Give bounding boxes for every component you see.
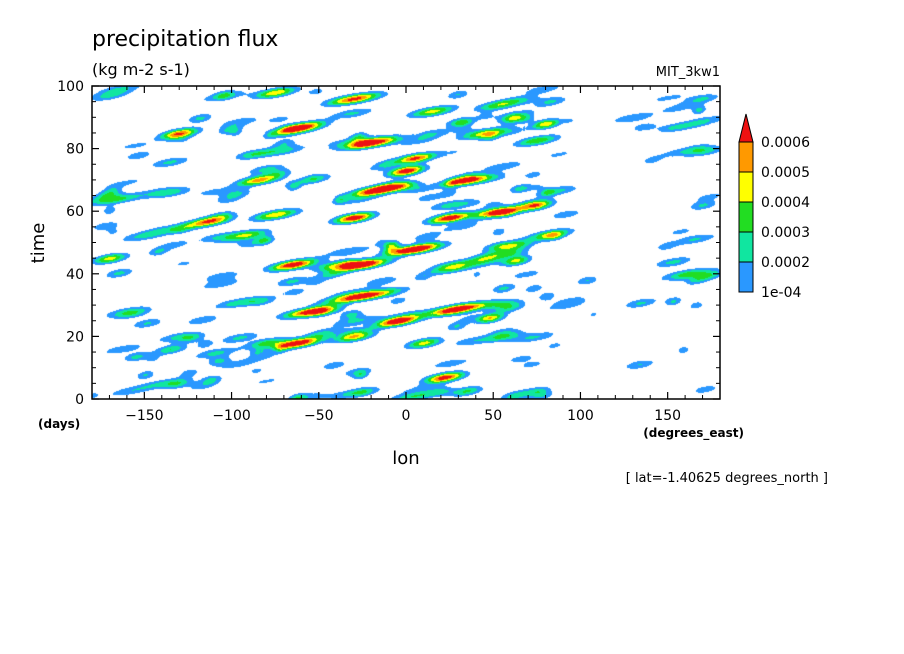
- x-axis-units: (degrees_east): [643, 426, 744, 441]
- x-tick-label: 150: [654, 408, 681, 424]
- y-axis: 0 20 40 60 80 100: [57, 79, 720, 408]
- colorbar-label: 0.0004: [761, 195, 810, 211]
- colorbar-label: 0.0003: [761, 225, 810, 241]
- colorbar-swatch: [738, 171, 754, 203]
- x-tick-label: −100: [212, 408, 250, 424]
- x-axis: −150 −100 −50 0 50 100 150: [108, 86, 704, 424]
- colorbar-label: 0.0005: [761, 165, 810, 181]
- y-axis-units: (days): [38, 417, 80, 431]
- latitude-note: [ lat=-1.40625 degrees_north ]: [626, 471, 828, 486]
- colorbar-swatch: [738, 231, 754, 263]
- colorbar: 0.0006 0.0005 0.0004 0.0003 0.0002 1e-04: [738, 113, 810, 301]
- y-tick-label: 100: [57, 79, 84, 95]
- colorbar-label: 1e-04: [761, 285, 801, 301]
- x-axis-label: lon: [392, 448, 419, 469]
- x-tick-label: 50: [484, 408, 502, 424]
- y-tick-label: 0: [75, 392, 84, 408]
- x-tick-label: 100: [567, 408, 594, 424]
- y-tick-label: 20: [66, 329, 84, 345]
- chart-title: precipitation flux: [92, 27, 278, 52]
- colorbar-swatch: [738, 141, 754, 173]
- y-tick-label: 40: [66, 267, 84, 283]
- chart-units: (kg m-2 s-1): [92, 60, 190, 79]
- y-axis-label: time: [28, 223, 49, 264]
- colorbar-max-arrow: [738, 113, 754, 143]
- dataset-label: MIT_3kw1: [656, 65, 720, 80]
- x-tick-label: 0: [402, 408, 411, 424]
- x-tick-label: −50: [304, 408, 334, 424]
- precipitation-field: [92, 86, 720, 399]
- colorbar-label: 0.0002: [761, 255, 810, 271]
- y-tick-label: 80: [66, 142, 84, 158]
- colorbar-swatch: [738, 261, 754, 293]
- colorbar-swatch: [738, 201, 754, 233]
- y-tick-label: 60: [66, 204, 84, 220]
- colorbar-label: 0.0006: [761, 135, 810, 151]
- x-tick-label: −150: [125, 408, 163, 424]
